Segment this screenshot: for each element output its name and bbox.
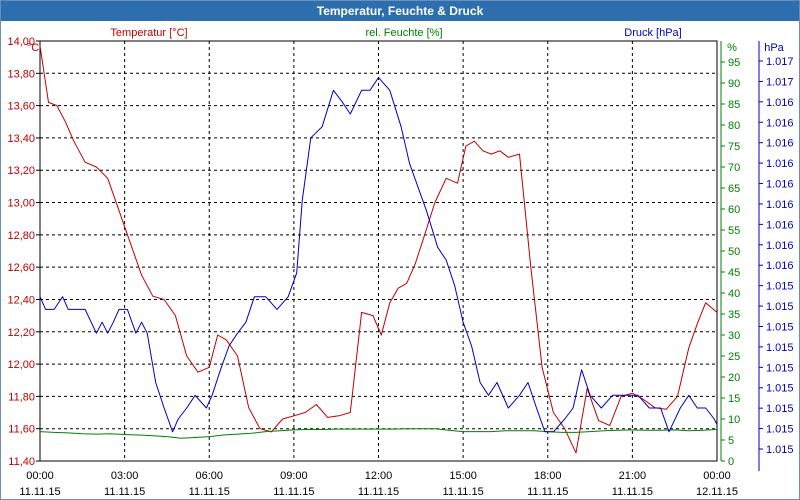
x-tick-date: 11.11.15 [19,486,60,498]
temperature-tick-label: 13,80 [7,68,35,80]
pressure-tick-label: 1.015 [766,383,794,395]
humidity-tick-label: 10 [728,414,740,426]
pressure-tick-label: 1.015 [766,281,794,293]
x-tick-date: 11.11.15 [443,486,484,498]
humidity-tick-label: 5 [728,435,734,447]
temperature-tick-label: 13,00 [7,198,35,210]
pressure-tick-label: 1.015 [766,444,794,456]
humidity-tick-label: 70 [728,162,740,174]
pressure-tick-label: 1.017 [766,76,794,88]
pressure-tick-label: 1.015 [766,403,794,415]
humidity-unit: % [727,42,737,54]
pressure-tick-label: 1.016 [766,179,794,191]
x-tick-time: 00:00 [703,470,731,482]
humidity-tick-label: 30 [728,330,740,342]
x-tick-time: 09:00 [280,470,308,482]
pressure-tick-label: 1.017 [766,56,794,68]
pressure-tick-label: 1.016 [766,199,794,211]
pressure-tick-label: 1.016 [766,219,794,231]
pressure-tick-label: 1.016 [766,97,794,109]
pressure-axis-label: Druck [hPa] [624,27,681,39]
x-tick-time: 12:00 [365,470,393,482]
x-tick-date: 11.11.15 [273,486,314,498]
temperature-tick-label: 12,00 [7,359,35,371]
x-tick-time: 15:00 [449,470,477,482]
pressure-tick-label: 1.016 [766,117,794,129]
temperature-tick-label: 13,60 [7,101,35,113]
pressure-tick-label: 1.016 [766,260,794,272]
x-tick-date: 11.11.15 [104,486,145,498]
humidity-tick-label: 40 [728,288,740,300]
temperature-tick-label: 12,60 [7,262,35,274]
pressure-tick-label: 1.015 [766,321,794,333]
humidity-tick-label: 55 [728,225,740,237]
x-tick-time: 18:00 [534,470,562,482]
temperature-tick-label: 12,80 [7,230,35,242]
temperature-tick-label: 11,60 [8,424,35,436]
humidity-tick-label: 20 [728,372,740,384]
humidity-tick-label: 25 [728,351,740,363]
humidity-tick-label: 50 [728,246,740,258]
axis-layer: 00:00 11.11.15 03:00 11.11.15 06:00 11.11.15 0… [7,36,793,498]
humidity-tick-label: 75 [728,141,740,153]
pressure-tick-label: 1.015 [766,342,794,354]
temperature-tick-label: 13,40 [7,133,35,145]
pressure-tick-label: 1.015 [766,424,794,436]
temperature-tick-label: 11,40 [8,456,35,468]
x-tick-date: 11.11.15 [189,486,230,498]
temperature-tick-label: 14,00 [7,36,35,48]
series-line-humidity [39,428,718,439]
temperature-unit: °C [27,42,39,54]
temperature-tick-label: 13,20 [7,165,35,177]
x-tick-time: 00:00 [26,470,54,482]
x-tick-date: 11.11.15 [358,486,399,498]
series-layer [39,45,718,454]
x-tick-time: 21:00 [619,470,647,482]
pressure-unit: hPa [764,42,784,54]
temperature-tick-label: 11,80 [8,391,35,403]
grid-lines [40,41,717,461]
humidity-tick-label: 60 [728,204,740,216]
pressure-tick-label: 1.015 [766,362,794,374]
chart-title: Temperatur, Feuchte & Druck [1,1,799,21]
humidity-tick-label: 0 [728,456,734,468]
pressure-tick-label: 1.016 [766,158,794,170]
humidity-tick-label: 85 [728,99,740,111]
humidity-tick-label: 65 [728,183,740,195]
humidity-tick-label: 45 [728,267,740,279]
humidity-tick-label: 15 [728,393,740,405]
humidity-tick-label: 90 [728,78,740,90]
humidity-tick-label: 80 [728,120,740,132]
x-tick-date: 11.11.15 [612,486,653,498]
pressure-tick-label: 1.015 [766,301,794,313]
temperature-tick-label: 12,40 [7,294,35,306]
x-tick-date: 11.11.15 [527,486,568,498]
humidity-tick-label: 95 [728,57,740,69]
humidity-tick-label: 35 [728,309,740,321]
x-tick-time: 03:00 [111,470,139,482]
x-tick-time: 06:00 [195,470,223,482]
humidity-axis-label: rel. Feuchte [%] [365,27,442,39]
temperature-tick-label: 12,20 [7,327,35,339]
x-tick-date: 12.11.15 [696,486,738,498]
pressure-tick-label: 1.016 [766,138,794,150]
series-line-temperature [39,45,718,454]
pressure-tick-label: 1.016 [766,240,794,252]
series-line-pressure [39,77,718,433]
temperature-axis-label: Temperatur [°C] [110,27,187,39]
